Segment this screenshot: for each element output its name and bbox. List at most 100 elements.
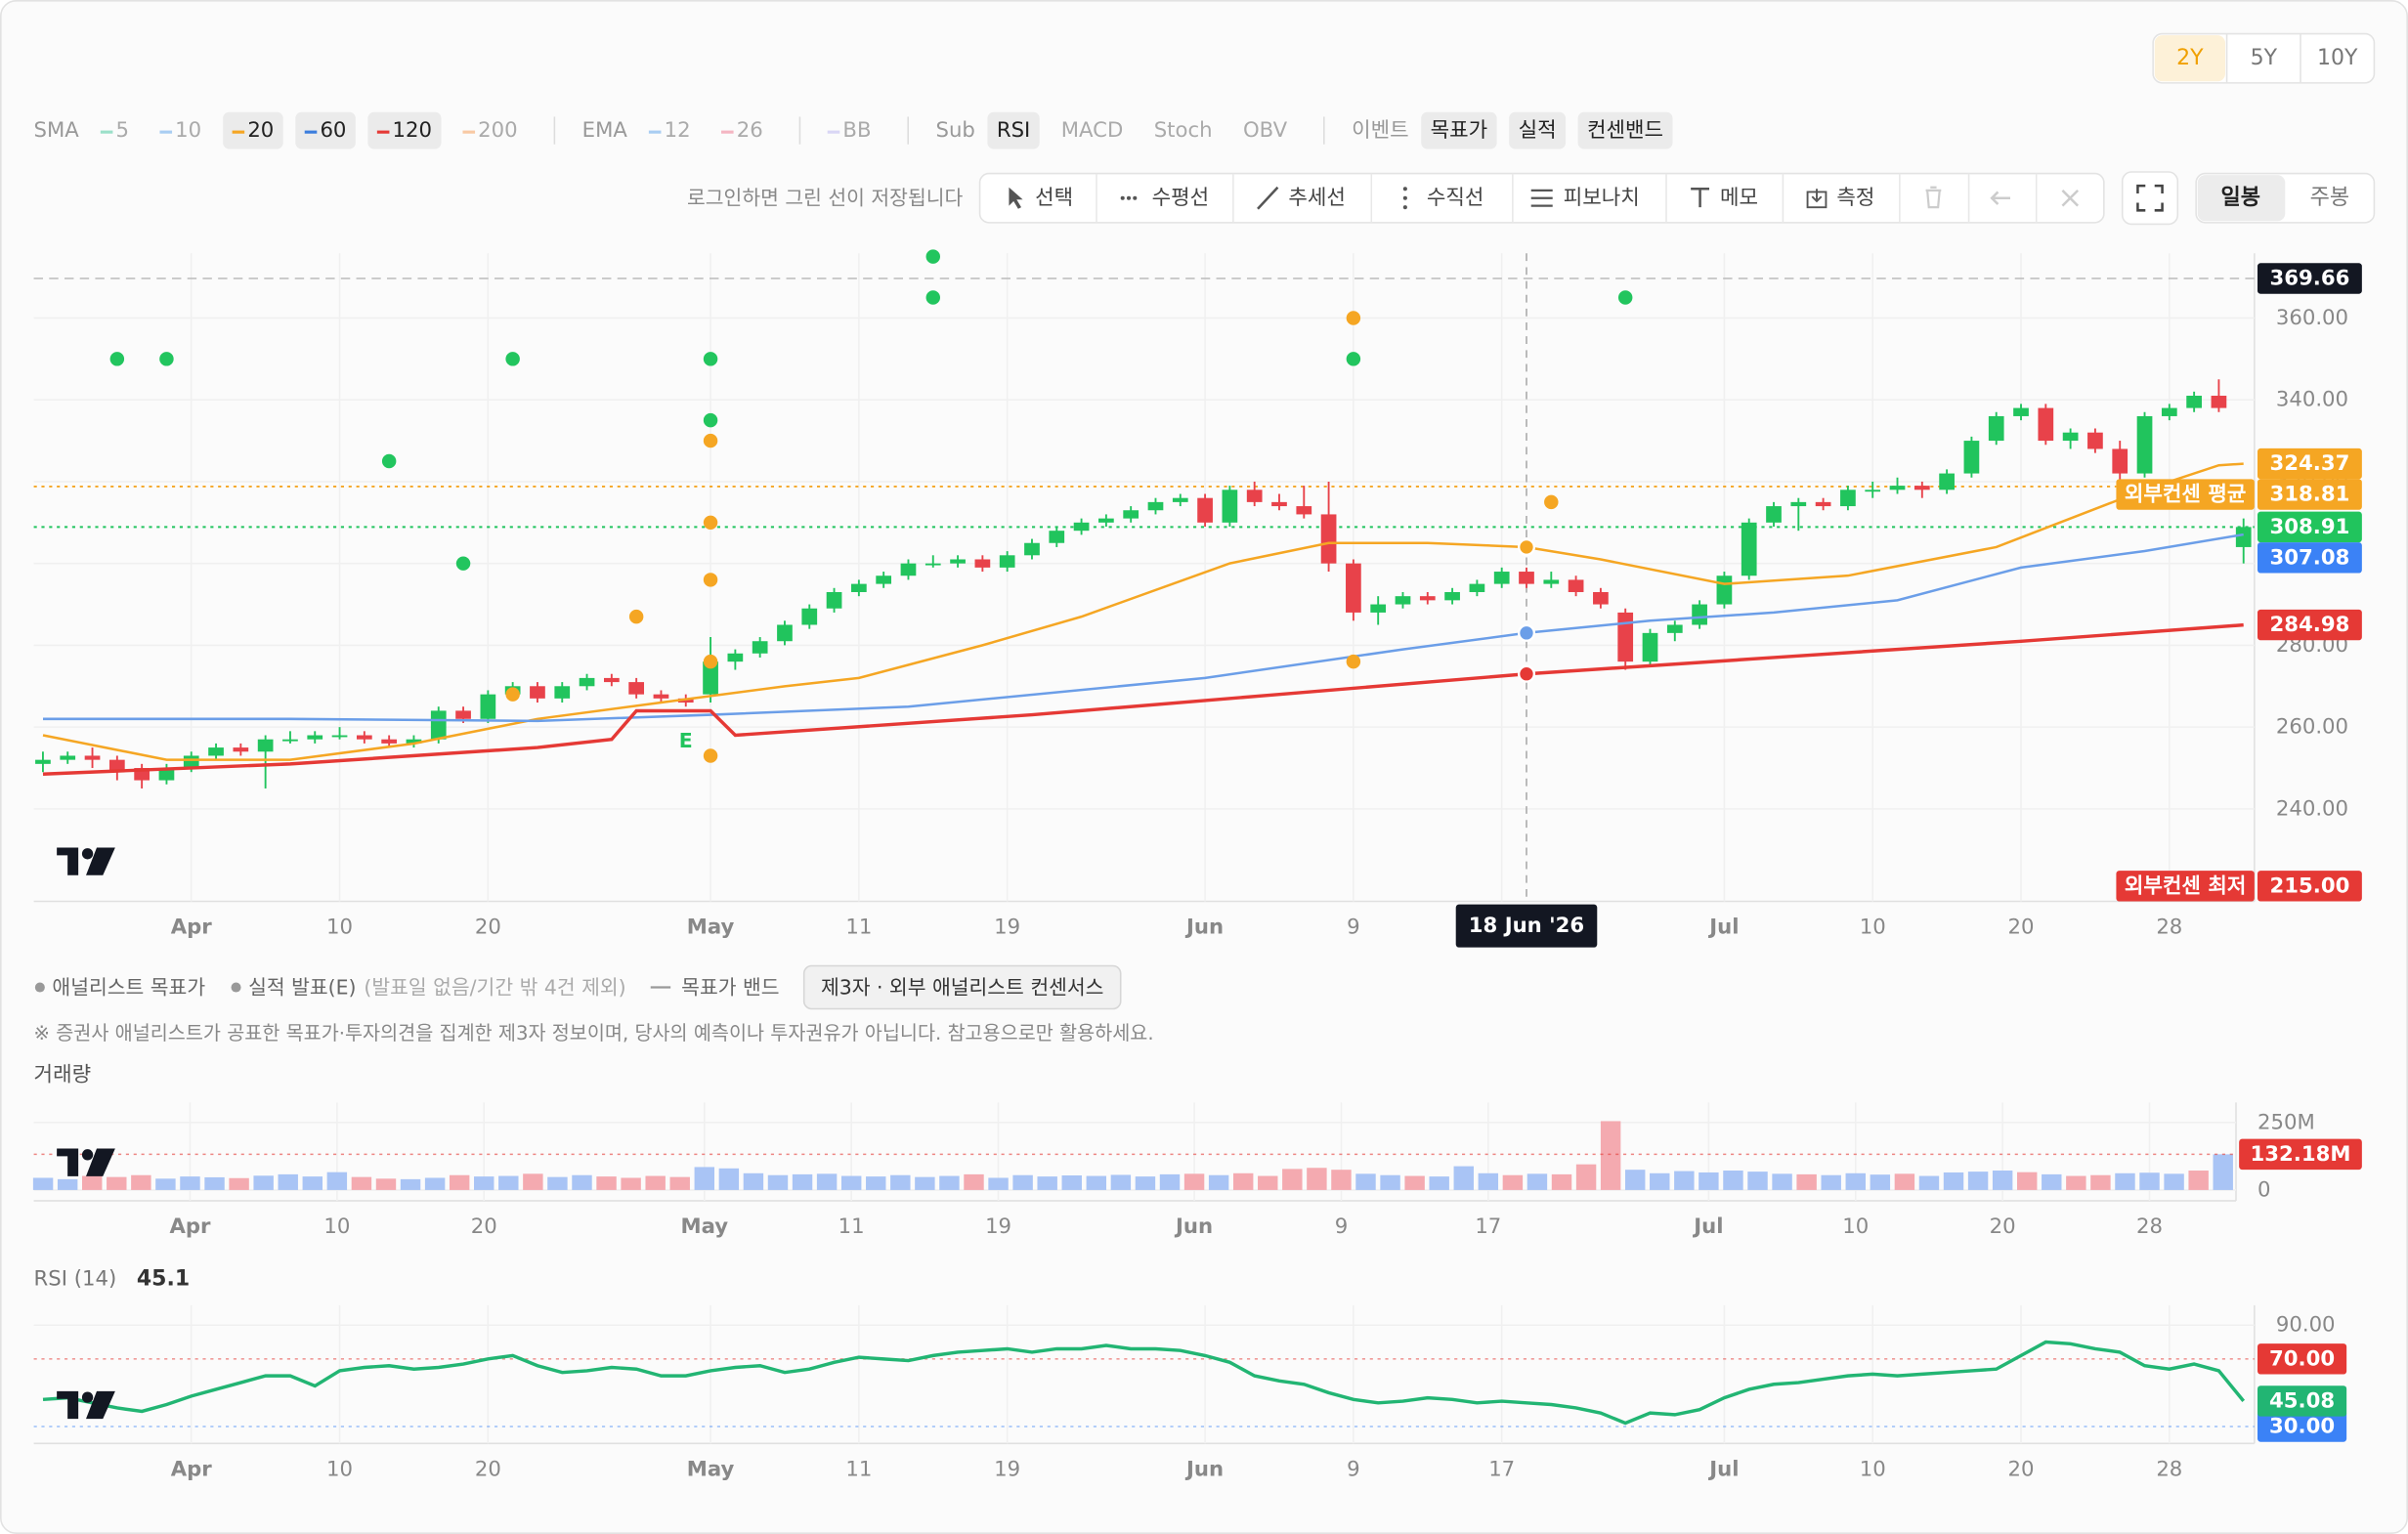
range-button[interactable]: 2Y (2176, 46, 2204, 70)
tool-button[interactable]: 수직선 (1427, 186, 1484, 210)
candle-body (2112, 448, 2128, 474)
consensus-tag: 외부컨센 최저 (2125, 874, 2246, 898)
tradingview-logo (57, 1390, 79, 1420)
indicator-toggle[interactable]: BB (842, 118, 871, 143)
volume-bar (2090, 1174, 2111, 1190)
tool-button[interactable]: 수평선 (1152, 186, 1210, 210)
timeframe-button[interactable]: 주봉 (2310, 186, 2349, 210)
indicator-toggle[interactable]: 12 (665, 118, 691, 143)
timeframe-active (2197, 175, 2286, 222)
candle-body (653, 694, 669, 699)
candle-body (1519, 572, 1534, 584)
tradingview-logo (81, 1391, 94, 1403)
x-tick-label: 28 (2156, 1457, 2182, 1481)
indicator-toggle[interactable]: 실적 (1519, 118, 1557, 143)
volume-bar (1772, 1173, 1792, 1190)
indicator-toggle[interactable]: OBV (1243, 118, 1288, 143)
candle-body (331, 735, 348, 738)
volume-bar (1526, 1173, 1548, 1190)
x-tick-label: 20 (475, 1457, 501, 1481)
range-button[interactable]: 10Y (2317, 46, 2358, 70)
volume-bar (278, 1173, 298, 1190)
consensus-tag-box (2116, 479, 2255, 510)
candle-body (1766, 506, 1782, 523)
disclaimer: ※ 증권사 애널리스트가 공표한 목표가·투자의견을 집계한 제3자 정보이며,… (34, 1022, 1154, 1044)
consensus-button[interactable] (802, 964, 1122, 1010)
volume-bar (1331, 1170, 1352, 1190)
indicator-toggle[interactable]: Stoch (1154, 118, 1213, 143)
volume-bar (1086, 1175, 1107, 1190)
consensus-tag: 외부컨센 평균 (2125, 483, 2246, 507)
tool-button[interactable]: 메모 (1720, 186, 1758, 210)
icon-undo[interactable] (1990, 191, 2010, 205)
indicator-toggle[interactable]: RSI (997, 118, 1030, 143)
candle-body (108, 759, 125, 773)
analyst-target (925, 290, 940, 305)
volume-bar (1258, 1175, 1278, 1190)
indicator-toggle[interactable]: 26 (737, 118, 763, 143)
volume-bar (890, 1174, 911, 1190)
group-title: EMA (582, 118, 628, 143)
tool-button[interactable]: 선택 (1035, 186, 1073, 210)
timeframe-button[interactable]: 일봉 (2220, 186, 2259, 210)
indicator-toggle[interactable]: 60 (320, 118, 346, 143)
volume-bar (1723, 1171, 1743, 1190)
candle-body (430, 710, 447, 740)
volume-bar (375, 1178, 397, 1190)
candle-body (2161, 407, 2177, 416)
x-tick-label: 20 (2008, 916, 2035, 940)
x-tick-label: 9 (1347, 1457, 1359, 1481)
indicator-toggle[interactable]: 10 (175, 118, 201, 143)
analyst-target (505, 687, 520, 702)
icon-trash[interactable] (1925, 186, 1942, 209)
tool-button[interactable]: 추세선 (1288, 186, 1346, 210)
candle-body (1914, 486, 1930, 490)
candle-body (84, 755, 101, 760)
candle-body (2186, 396, 2202, 408)
price-label-box (2258, 511, 2362, 543)
volume-bar (1796, 1173, 1817, 1190)
candle-body (727, 653, 744, 662)
indicator-toggle[interactable]: 200 (478, 118, 517, 143)
volume-bar (840, 1175, 862, 1190)
volume-bar (1943, 1172, 1964, 1190)
indicator-toggle[interactable]: 20 (247, 118, 274, 143)
x-tick-label: 20 (1990, 1214, 2016, 1239)
candle-body (1024, 542, 1040, 556)
analyst-target (381, 453, 397, 469)
volume-bar (1355, 1173, 1376, 1190)
indicator-toggle[interactable]: MACD (1061, 118, 1124, 143)
indicator-toggle[interactable]: 5 (116, 118, 129, 143)
volume-bar (1992, 1171, 2013, 1190)
volume-bar (1110, 1174, 1132, 1190)
indicator-toggle[interactable]: 120 (393, 118, 432, 143)
analyst-target (925, 249, 940, 264)
x-tick-label: May (681, 1214, 729, 1239)
fullscreen-button[interactable] (2121, 171, 2179, 226)
analyst-target (1346, 311, 1361, 325)
analyst-target (703, 573, 718, 587)
volume-bar (82, 1175, 103, 1190)
x-tick-label: 19 (994, 1457, 1020, 1481)
volume-bar (253, 1175, 274, 1190)
volume-bar (229, 1177, 249, 1190)
indicator-toggle[interactable]: 목표가 (1431, 118, 1488, 143)
candle-body (1296, 506, 1312, 515)
y-tick-label: 360.00 (2276, 306, 2348, 330)
volume-bar (1600, 1121, 1621, 1190)
tool-button[interactable]: 피보나치 (1564, 186, 1640, 210)
rsi-line (42, 1340, 2246, 1426)
range-button[interactable]: 5Y (2251, 46, 2278, 70)
rsi-band-label-box (2258, 1343, 2347, 1375)
candle-body (1543, 579, 1560, 584)
icon-close[interactable] (2061, 189, 2080, 207)
consensus-button-label[interactable]: 제3자 · 외부 애널리스트 컨센서스 (821, 976, 1103, 1000)
volume-bar (694, 1167, 715, 1190)
tradingview-logo (57, 1148, 79, 1176)
indicator-toggle[interactable]: 컨센밴드 (1587, 118, 1663, 143)
y-tick-label: 250M (2258, 1110, 2315, 1134)
candle-body (1889, 486, 1906, 490)
tool-button[interactable]: 측정 (1836, 186, 1874, 210)
volume-bar (2115, 1172, 2135, 1190)
